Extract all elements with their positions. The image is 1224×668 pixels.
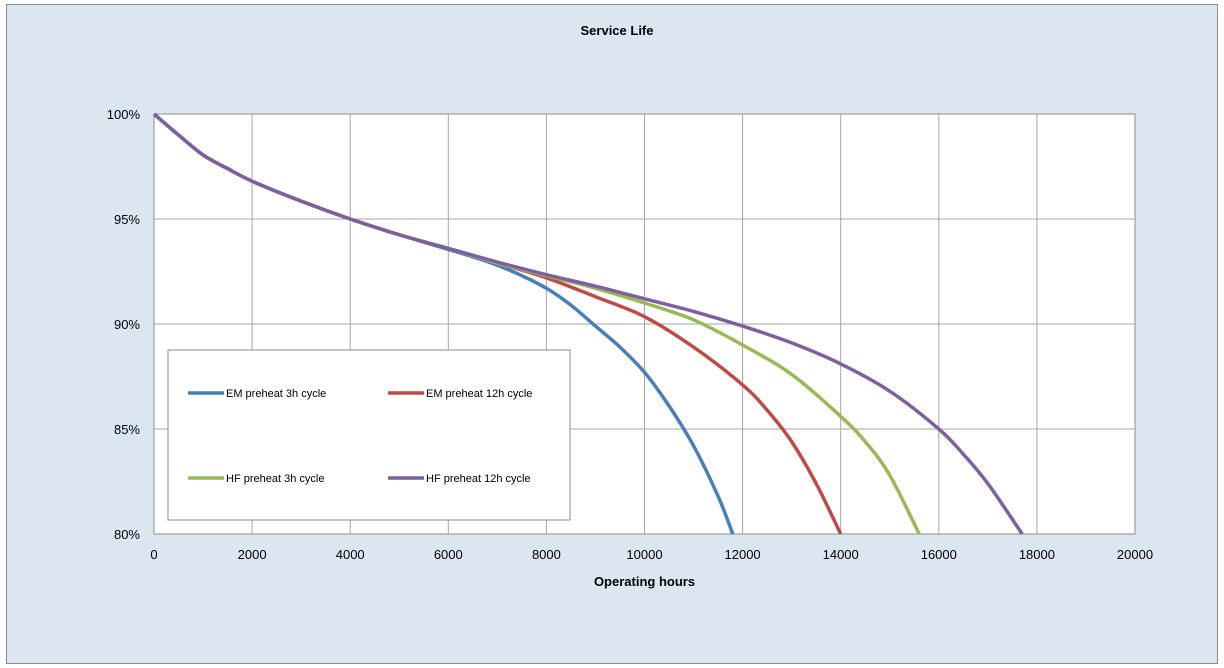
y-tick-label: 90% bbox=[114, 317, 140, 332]
x-tick-label: 8000 bbox=[532, 547, 561, 562]
legend-item: HF preheat 3h cycle bbox=[188, 473, 324, 485]
chart-area: Service Life 0 2000 4000 6000 8000 10000 12000… bbox=[6, 4, 1218, 664]
y-tick-label: 100% bbox=[107, 107, 141, 122]
legend-label: HF preheat 12h cycle bbox=[426, 473, 531, 485]
legend-item: EM preheat 12h cycle bbox=[388, 388, 532, 400]
chart-svg: Service Life 0 2000 4000 6000 8000 10000 12000… bbox=[107, 23, 1153, 589]
x-tick-label: 6000 bbox=[434, 547, 463, 562]
x-tick-label: 0 bbox=[150, 547, 157, 562]
x-tick-label: 12000 bbox=[725, 547, 761, 562]
x-tick-label: 2000 bbox=[238, 547, 267, 562]
x-tick-label: 4000 bbox=[336, 547, 365, 562]
legend: EM preheat 3h cycle EM preheat 12h cycle H… bbox=[167, 349, 571, 521]
y-tick-label: 80% bbox=[114, 527, 140, 542]
legend-box bbox=[167, 349, 571, 521]
legend-label: HF preheat 3h cycle bbox=[226, 473, 324, 485]
x-axis-title: Operating hours bbox=[594, 574, 695, 589]
y-tick-label: 95% bbox=[114, 212, 140, 227]
y-tick-label: 85% bbox=[114, 422, 140, 437]
legend-item: EM preheat 3h cycle bbox=[188, 388, 326, 400]
series-lines bbox=[152, 112, 1024, 535]
x-tick-label: 20000 bbox=[1117, 547, 1153, 562]
legend-item: HF preheat 12h cycle bbox=[388, 473, 531, 485]
x-tick-label: 16000 bbox=[921, 547, 957, 562]
x-tick-label: 18000 bbox=[1019, 547, 1055, 562]
chart-title: Service Life bbox=[581, 23, 654, 38]
series-line-4 bbox=[152, 112, 1024, 535]
legend-label: EM preheat 12h cycle bbox=[426, 388, 532, 400]
x-tick-label: 10000 bbox=[626, 547, 662, 562]
legend-label: EM preheat 3h cycle bbox=[226, 388, 326, 400]
tick-labels: 0 2000 4000 6000 8000 10000 12000 14000 16000 180… bbox=[107, 107, 1153, 562]
x-tick-label: 14000 bbox=[823, 547, 859, 562]
